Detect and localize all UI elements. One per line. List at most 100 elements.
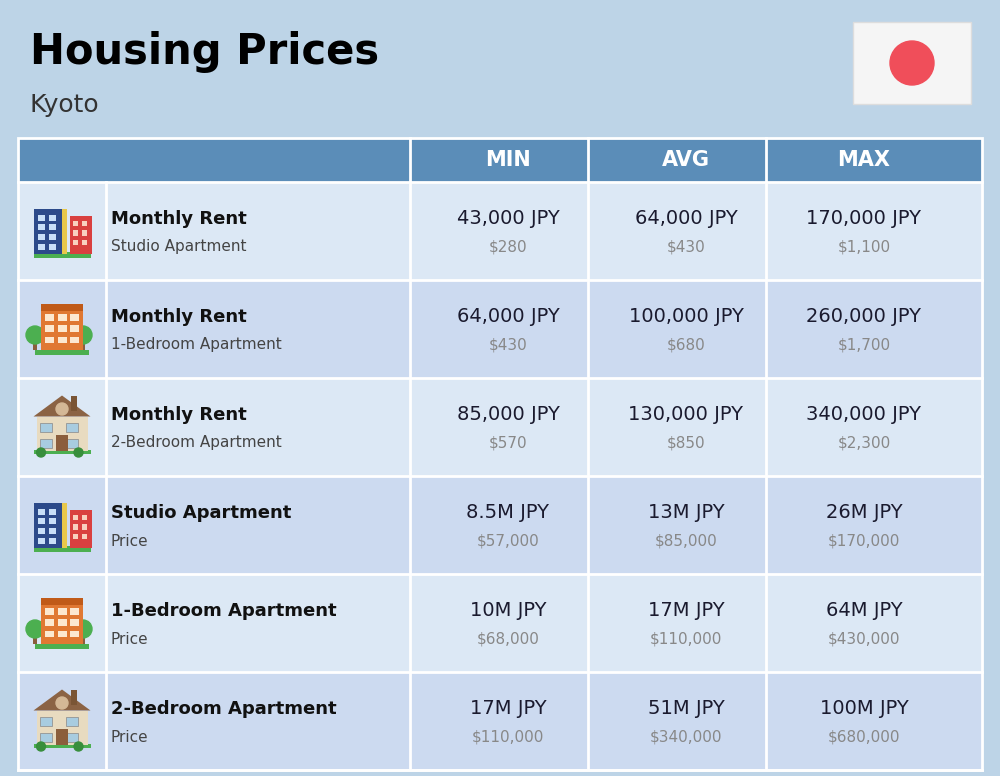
Text: 64,000 JPY: 64,000 JPY bbox=[457, 307, 559, 327]
FancyBboxPatch shape bbox=[18, 476, 982, 574]
FancyBboxPatch shape bbox=[58, 325, 66, 332]
FancyBboxPatch shape bbox=[58, 619, 66, 626]
FancyBboxPatch shape bbox=[82, 240, 87, 245]
Text: 340,000 JPY: 340,000 JPY bbox=[806, 406, 922, 424]
Text: 17M JPY: 17M JPY bbox=[648, 601, 724, 621]
FancyBboxPatch shape bbox=[45, 337, 54, 343]
FancyBboxPatch shape bbox=[49, 528, 56, 534]
FancyBboxPatch shape bbox=[82, 220, 87, 226]
FancyBboxPatch shape bbox=[66, 422, 78, 431]
Text: $68,000: $68,000 bbox=[477, 632, 539, 646]
FancyBboxPatch shape bbox=[18, 280, 982, 378]
Text: Monthly Rent: Monthly Rent bbox=[111, 210, 247, 228]
Text: $430: $430 bbox=[489, 338, 527, 352]
Text: Monthly Rent: Monthly Rent bbox=[111, 406, 247, 424]
FancyBboxPatch shape bbox=[38, 224, 45, 230]
FancyBboxPatch shape bbox=[70, 510, 92, 548]
Text: $85,000: $85,000 bbox=[655, 534, 717, 549]
Text: $850: $850 bbox=[667, 435, 705, 451]
Text: $340,000: $340,000 bbox=[650, 729, 722, 744]
FancyBboxPatch shape bbox=[70, 325, 79, 332]
FancyBboxPatch shape bbox=[34, 209, 66, 254]
FancyBboxPatch shape bbox=[35, 644, 89, 649]
FancyBboxPatch shape bbox=[81, 340, 85, 350]
FancyBboxPatch shape bbox=[72, 534, 78, 539]
FancyBboxPatch shape bbox=[49, 538, 56, 544]
FancyBboxPatch shape bbox=[82, 525, 87, 529]
Text: Monthly Rent: Monthly Rent bbox=[111, 308, 247, 326]
FancyBboxPatch shape bbox=[38, 234, 45, 240]
Circle shape bbox=[56, 697, 68, 709]
Text: $430: $430 bbox=[667, 240, 705, 255]
FancyBboxPatch shape bbox=[56, 729, 68, 745]
Text: $2,300: $2,300 bbox=[837, 435, 891, 451]
FancyBboxPatch shape bbox=[40, 422, 52, 431]
FancyBboxPatch shape bbox=[34, 743, 90, 748]
FancyBboxPatch shape bbox=[45, 619, 54, 626]
FancyBboxPatch shape bbox=[58, 608, 66, 615]
Polygon shape bbox=[34, 396, 90, 417]
FancyBboxPatch shape bbox=[82, 230, 87, 235]
Text: 260,000 JPY: 260,000 JPY bbox=[806, 307, 922, 327]
FancyBboxPatch shape bbox=[38, 508, 45, 514]
Text: 85,000 JPY: 85,000 JPY bbox=[457, 406, 559, 424]
FancyBboxPatch shape bbox=[71, 396, 77, 411]
Text: Studio Apartment: Studio Apartment bbox=[111, 240, 246, 255]
FancyBboxPatch shape bbox=[36, 711, 88, 745]
Text: 64,000 JPY: 64,000 JPY bbox=[635, 210, 737, 228]
Text: $570: $570 bbox=[489, 435, 527, 451]
FancyBboxPatch shape bbox=[33, 633, 37, 644]
Text: 26M JPY: 26M JPY bbox=[826, 504, 902, 522]
FancyBboxPatch shape bbox=[33, 340, 37, 350]
Text: 64M JPY: 64M JPY bbox=[826, 601, 902, 621]
FancyBboxPatch shape bbox=[62, 503, 66, 548]
FancyBboxPatch shape bbox=[40, 716, 52, 726]
Polygon shape bbox=[34, 690, 90, 711]
Text: 100M JPY: 100M JPY bbox=[820, 699, 908, 719]
Text: 8.5M JPY: 8.5M JPY bbox=[466, 504, 550, 522]
Text: MIN: MIN bbox=[485, 150, 531, 170]
FancyBboxPatch shape bbox=[41, 303, 83, 311]
Text: $680,000: $680,000 bbox=[828, 729, 900, 744]
FancyBboxPatch shape bbox=[38, 528, 45, 534]
Text: $1,700: $1,700 bbox=[837, 338, 891, 352]
Text: 51M JPY: 51M JPY bbox=[648, 699, 724, 719]
Text: $57,000: $57,000 bbox=[477, 534, 539, 549]
Text: 17M JPY: 17M JPY bbox=[470, 699, 546, 719]
FancyBboxPatch shape bbox=[49, 224, 56, 230]
FancyBboxPatch shape bbox=[35, 350, 89, 355]
Circle shape bbox=[36, 742, 46, 751]
FancyBboxPatch shape bbox=[70, 216, 92, 254]
FancyBboxPatch shape bbox=[62, 209, 66, 254]
FancyBboxPatch shape bbox=[49, 214, 56, 220]
FancyBboxPatch shape bbox=[40, 439, 52, 448]
FancyBboxPatch shape bbox=[34, 252, 90, 258]
Circle shape bbox=[890, 41, 934, 85]
FancyBboxPatch shape bbox=[38, 244, 45, 250]
FancyBboxPatch shape bbox=[38, 538, 45, 544]
Circle shape bbox=[36, 448, 46, 457]
Text: Price: Price bbox=[111, 632, 149, 646]
FancyBboxPatch shape bbox=[81, 633, 85, 644]
Text: MAX: MAX bbox=[838, 150, 891, 170]
FancyBboxPatch shape bbox=[18, 574, 982, 672]
FancyBboxPatch shape bbox=[49, 244, 56, 250]
Circle shape bbox=[74, 326, 92, 344]
FancyBboxPatch shape bbox=[18, 182, 982, 280]
FancyBboxPatch shape bbox=[45, 314, 54, 320]
FancyBboxPatch shape bbox=[66, 439, 78, 448]
FancyBboxPatch shape bbox=[18, 378, 982, 476]
FancyBboxPatch shape bbox=[18, 138, 982, 182]
Text: Price: Price bbox=[111, 534, 149, 549]
Text: Price: Price bbox=[111, 729, 149, 744]
Text: $1,100: $1,100 bbox=[837, 240, 891, 255]
FancyBboxPatch shape bbox=[41, 598, 83, 605]
FancyBboxPatch shape bbox=[49, 518, 56, 525]
FancyBboxPatch shape bbox=[34, 503, 66, 548]
Text: Studio Apartment: Studio Apartment bbox=[111, 504, 291, 522]
Circle shape bbox=[56, 403, 68, 415]
FancyBboxPatch shape bbox=[58, 630, 66, 637]
Text: AVG: AVG bbox=[662, 150, 710, 170]
FancyBboxPatch shape bbox=[72, 230, 78, 235]
Text: 130,000 JPY: 130,000 JPY bbox=[629, 406, 744, 424]
